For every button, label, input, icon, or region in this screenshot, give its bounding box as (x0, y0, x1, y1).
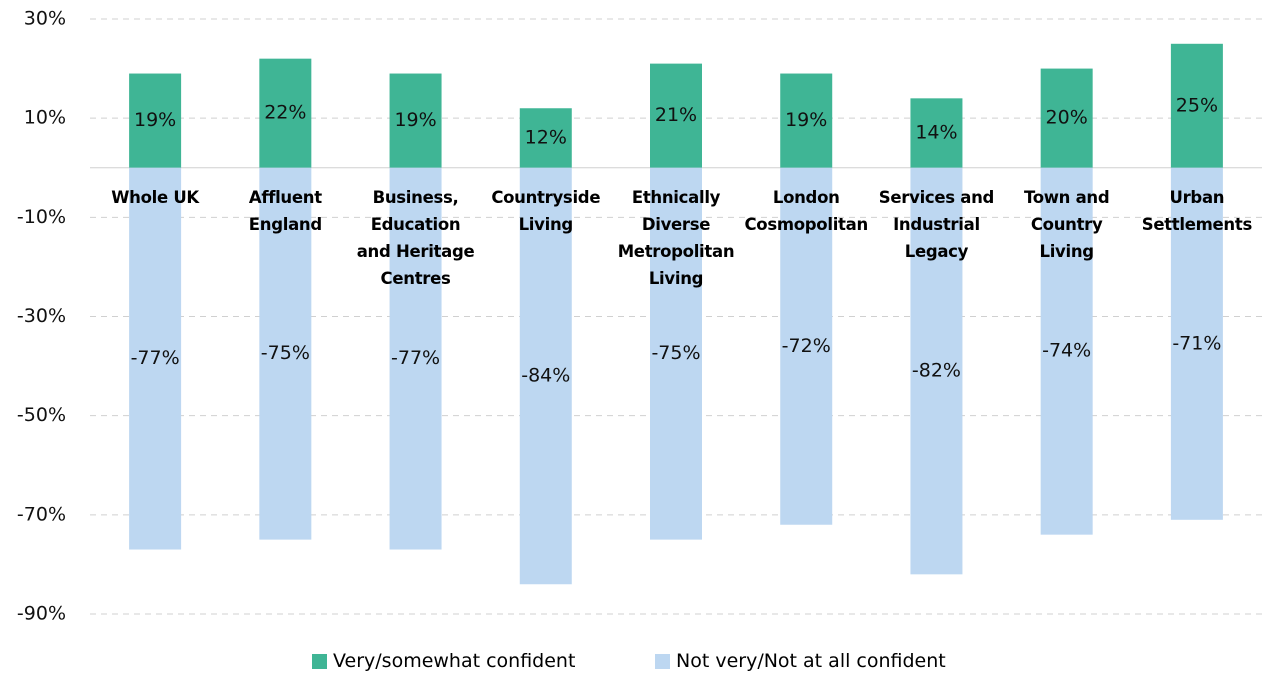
bar (519, 108, 572, 168)
value-label: -71% (1172, 332, 1221, 354)
value-label: -74% (1042, 340, 1091, 362)
value-label: 19% (134, 109, 176, 131)
x-tick-label: Ethnically Diverse Metropolitan Living (617, 188, 735, 288)
y-tick-label: -50% (17, 404, 66, 426)
x-tick-label: Affluent England (248, 188, 322, 234)
value-label: -77% (131, 347, 180, 369)
bar (389, 73, 442, 168)
value-label: -75% (651, 342, 700, 364)
bar (650, 167, 702, 540)
y-tick-label: -30% (17, 305, 66, 327)
value-label: 20% (1046, 107, 1088, 129)
x-tick-label: Countryside Living (491, 188, 601, 234)
x-tick-label: Whole UK (111, 188, 199, 207)
y-tick-label: -70% (17, 503, 66, 525)
value-label: 12% (525, 127, 567, 149)
bar (650, 63, 702, 168)
value-label: -84% (521, 365, 570, 387)
bar (780, 73, 833, 168)
value-label: -82% (912, 360, 961, 382)
bar (780, 167, 833, 525)
value-label: 22% (264, 102, 306, 124)
bar (129, 73, 182, 168)
y-tick-label: 30% (24, 8, 66, 30)
y-tick-label: -90% (17, 603, 66, 625)
bar (129, 167, 182, 550)
value-label: 19% (394, 109, 436, 131)
bar (910, 167, 963, 575)
value-label: 25% (1176, 94, 1218, 116)
y-tick-label: -10% (17, 206, 66, 228)
value-label: 21% (655, 104, 697, 126)
bar (259, 167, 312, 540)
value-label: 14% (915, 122, 957, 144)
bar (519, 167, 572, 585)
x-tick-label: Town and Country Living (1023, 188, 1110, 261)
bar (259, 58, 312, 168)
bar (1170, 167, 1223, 520)
bar (910, 98, 963, 168)
value-label: 19% (785, 109, 827, 131)
y-tick-label: 10% (24, 107, 66, 129)
legend-item: Very/somewhat confident (312, 650, 575, 672)
bar (389, 167, 442, 550)
legend-item: Not very/Not at all confident (655, 650, 946, 672)
value-label: -72% (782, 335, 831, 357)
x-tick-label: Business, Education and Heritage Centres (356, 188, 475, 288)
legend-swatch (655, 653, 670, 669)
legend-swatch (312, 653, 327, 669)
value-label: -77% (391, 347, 440, 369)
x-tick-label: Services and Industrial Legacy (878, 188, 995, 261)
bar (1040, 68, 1093, 168)
value-label: -75% (261, 342, 310, 364)
legend-label: Not very/Not at all confident (676, 650, 946, 672)
x-tick-label: London Cosmopolitan (744, 188, 869, 234)
legend-label: Very/somewhat confident (333, 650, 576, 672)
bar (1040, 167, 1093, 535)
x-tick-label: Urban Settlements (1141, 188, 1253, 234)
bar (1170, 43, 1223, 168)
